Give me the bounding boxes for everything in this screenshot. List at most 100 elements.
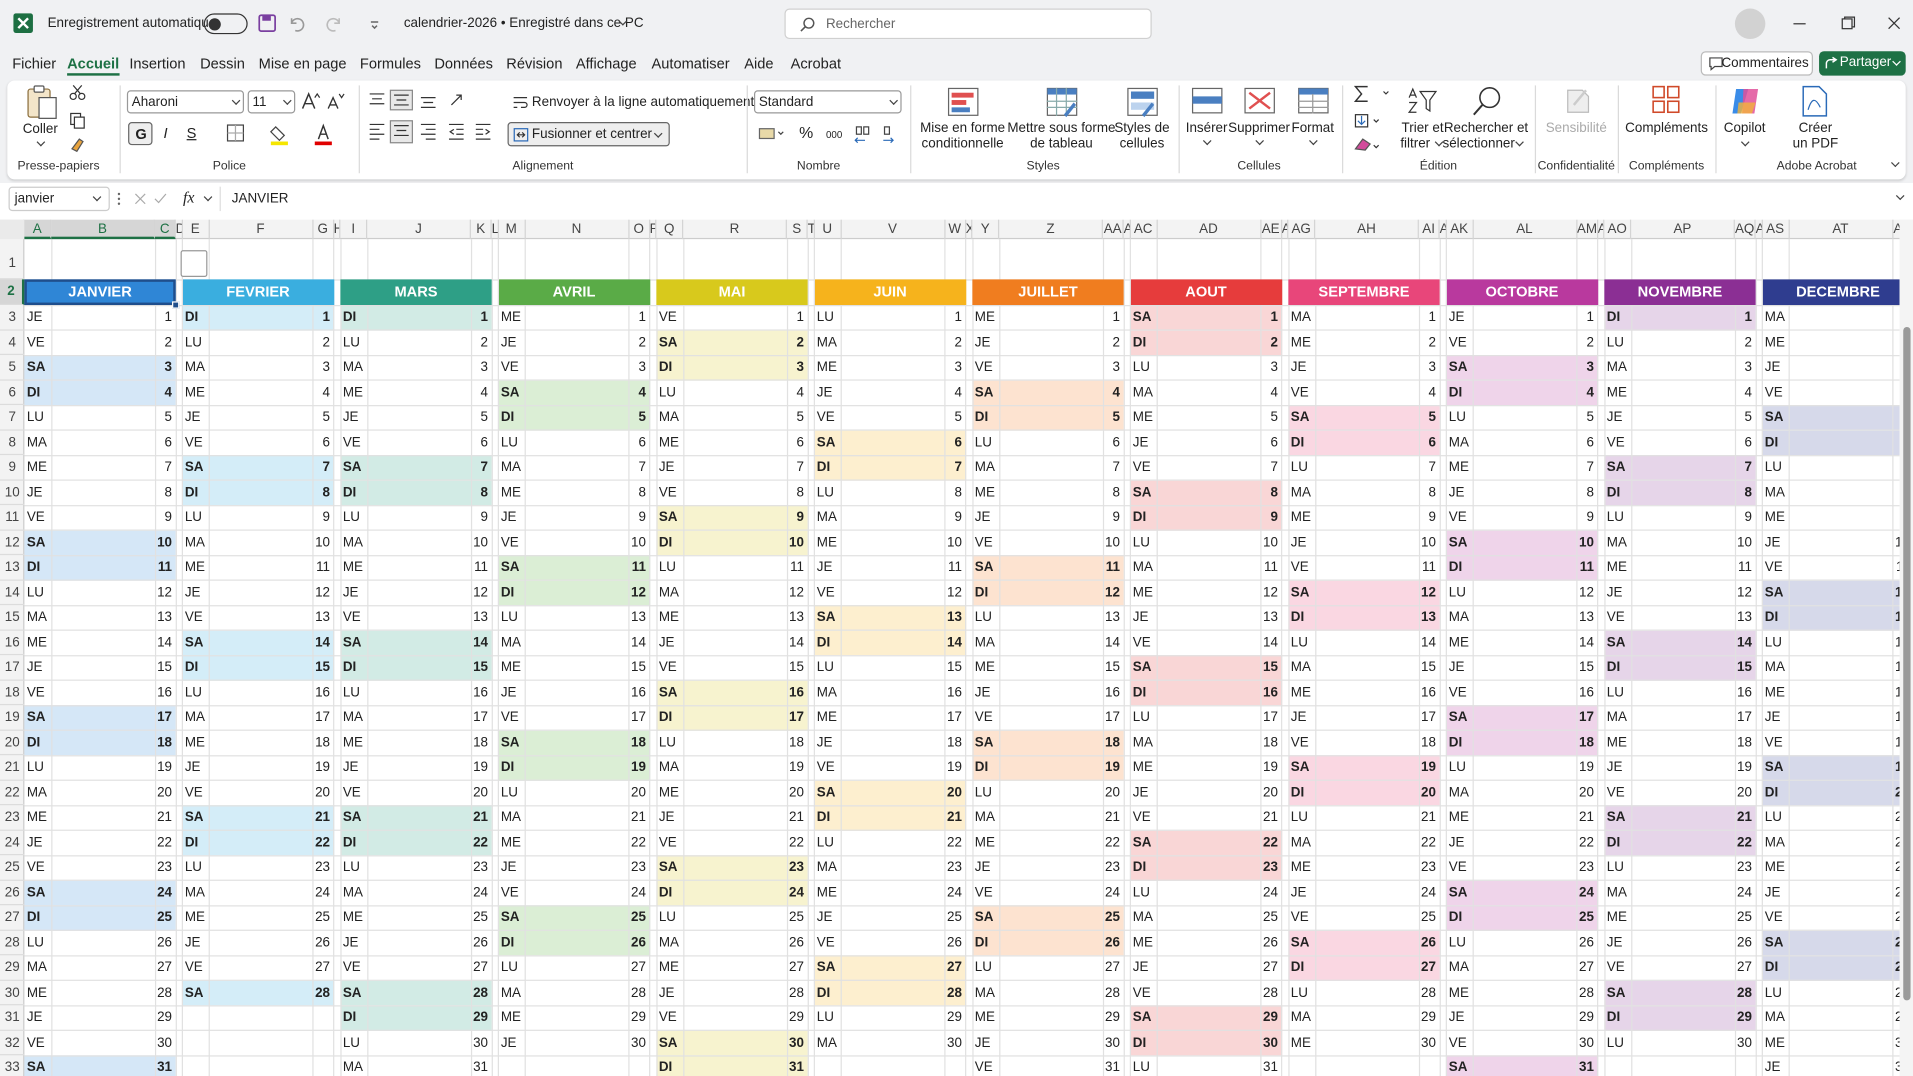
day-cell[interactable]: 30 [1789,1030,1900,1055]
row-header[interactable]: 5 [0,355,25,381]
weekday-cell[interactable]: ME [342,559,363,575]
day-cell[interactable]: 13 [1737,610,1752,625]
conditional-format-label[interactable]: Mise en forme [920,120,1006,136]
day-cell[interactable]: 8 [1428,484,1436,500]
weekday-cell[interactable]: MA [658,409,679,425]
column-header[interactable]: AA [1103,219,1124,240]
day-cell[interactable]: 12 [1737,585,1752,600]
day-cell[interactable]: 9 [322,509,331,525]
weekday-cell[interactable]: LU [1448,585,1466,600]
day-cell[interactable]: 19 [315,760,331,775]
weekday-cell[interactable]: LU [184,509,202,525]
day-cell[interactable]: 26 [789,935,804,950]
weekday-cell[interactable]: LU [1290,810,1308,825]
weekday-cell[interactable]: ME [500,835,521,850]
day-cell[interactable]: 7 [1428,459,1436,475]
day-cell[interactable]: 23 [315,860,331,875]
day-cell[interactable]: 22 [1263,835,1278,850]
weekday-cell[interactable]: JE [1448,835,1465,850]
day-cell[interactable]: 14 [1579,635,1594,650]
day-cell[interactable]: 26 [157,935,173,950]
weekday-cell[interactable]: DI [816,459,831,475]
weekday-cell[interactable]: JE [26,1010,43,1025]
weekday-cell[interactable]: MA [1132,384,1153,400]
weekday-cell[interactable]: SA [184,985,204,1000]
weekday-cell[interactable]: MA [658,585,679,600]
day-cell[interactable]: 6 [1270,434,1278,450]
column-header[interactable]: O [629,219,650,240]
weekday-cell[interactable]: SA [1606,810,1626,825]
day-cell[interactable]: 4 [1428,384,1436,400]
column-header[interactable]: N [525,219,629,240]
day-cell[interactable]: 12 [1789,580,1900,605]
weekday-cell[interactable]: VE [1764,384,1783,400]
weekday-cell[interactable]: ME [1764,685,1785,700]
column-header[interactable]: L [492,219,499,240]
day-cell[interactable]: 22 [1737,835,1752,850]
weekday-cell[interactable]: DI [658,885,673,900]
day-cell[interactable]: 20 [1579,785,1594,800]
weekday-cell[interactable]: LU [1606,860,1624,875]
column-header[interactable]: AN [1598,219,1605,240]
column-header[interactable]: AI [1419,219,1440,240]
conditional-format-icon[interactable] [947,87,980,117]
weekday-cell[interactable]: LU [1132,1060,1150,1075]
weekday-cell[interactable]: LU [658,910,676,925]
weekday-cell[interactable]: LU [1448,760,1466,775]
weekday-cell[interactable]: LU [1448,935,1466,950]
column-header[interactable]: E [182,219,210,240]
column-header[interactable]: AC [1130,219,1158,240]
weekday-cell[interactable]: VE [1448,334,1467,350]
weekday-cell[interactable]: DI [974,760,989,775]
day-cell[interactable]: 21 [789,810,804,825]
column-header[interactable]: AE [1261,219,1282,240]
weekday-cell[interactable]: VE [26,860,45,875]
row-header[interactable]: 20 [0,730,25,756]
weekday-cell[interactable]: SA [1764,409,1784,425]
month-header[interactable]: MAI [656,279,808,306]
weekday-cell[interactable]: SA [1764,935,1784,950]
tab[interactable]: Aide [744,54,774,72]
day-cell[interactable]: 22 [631,835,647,850]
day-cell[interactable]: 4 [164,384,173,400]
weekday-cell[interactable]: DI [816,635,831,650]
weekday-cell[interactable]: JE [816,735,833,750]
column-header[interactable]: T [808,219,815,240]
day-cell[interactable]: 14 [947,635,962,650]
day-cell[interactable]: 2 [1112,334,1120,350]
day-cell[interactable]: 12 [157,585,173,600]
day-cell[interactable]: 18 [1105,735,1120,750]
weekday-cell[interactable]: DI [974,935,989,950]
day-cell[interactable]: 6 [1586,434,1594,450]
weekday-cell[interactable]: DI [1448,910,1463,925]
day-cell[interactable]: 10 [631,534,647,550]
weekday-cell[interactable]: VE [658,835,677,850]
weekday-cell[interactable]: MA [816,860,837,875]
day-cell[interactable]: 16 [947,685,962,700]
copilot-icon[interactable] [1730,85,1762,117]
weekday-cell[interactable]: JE [658,459,675,475]
weekday-cell[interactable]: MA [500,810,521,825]
sort-filter-icon[interactable] [1407,87,1438,117]
weekday-cell[interactable]: JE [1606,935,1623,950]
day-cell[interactable]: 1 [1270,309,1278,325]
weekday-cell[interactable]: ME [1448,635,1469,650]
weekday-cell[interactable]: JE [1606,585,1623,600]
format-table-label[interactable]: de tableau [1030,136,1093,152]
day-cell[interactable]: 27 [947,960,962,975]
day-cell[interactable]: 10 [947,534,962,550]
row-header[interactable]: 19 [0,705,25,731]
day-cell[interactable]: 1 [164,309,173,325]
day-cell[interactable]: 26 [631,935,647,950]
weekday-cell[interactable]: SA [1132,660,1152,675]
day-cell[interactable]: 5 [1789,405,1899,430]
day-cell[interactable]: 8 [1586,484,1594,500]
month-header[interactable]: NOVEMBRE [1604,279,1756,306]
day-cell[interactable]: 23 [1421,860,1436,875]
weekday-cell[interactable]: LU [1606,509,1624,525]
day-cell[interactable]: 14 [1737,635,1752,650]
day-cell[interactable]: 11 [1264,559,1278,575]
day-cell[interactable]: 15 [1579,660,1594,675]
day-cell[interactable]: 14 [1263,635,1278,650]
day-cell[interactable]: 24 [947,885,962,900]
